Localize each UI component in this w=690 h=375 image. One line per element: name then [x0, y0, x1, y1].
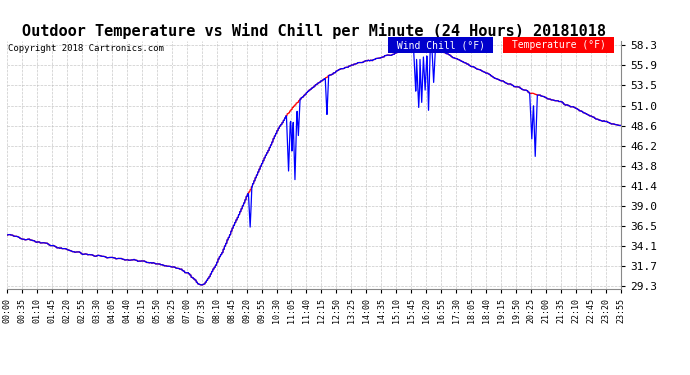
Text: Wind Chill (°F): Wind Chill (°F) [391, 40, 491, 50]
Text: Copyright 2018 Cartronics.com: Copyright 2018 Cartronics.com [8, 44, 164, 52]
Text: Temperature (°F): Temperature (°F) [506, 40, 611, 50]
Title: Outdoor Temperature vs Wind Chill per Minute (24 Hours) 20181018: Outdoor Temperature vs Wind Chill per Mi… [22, 23, 606, 39]
